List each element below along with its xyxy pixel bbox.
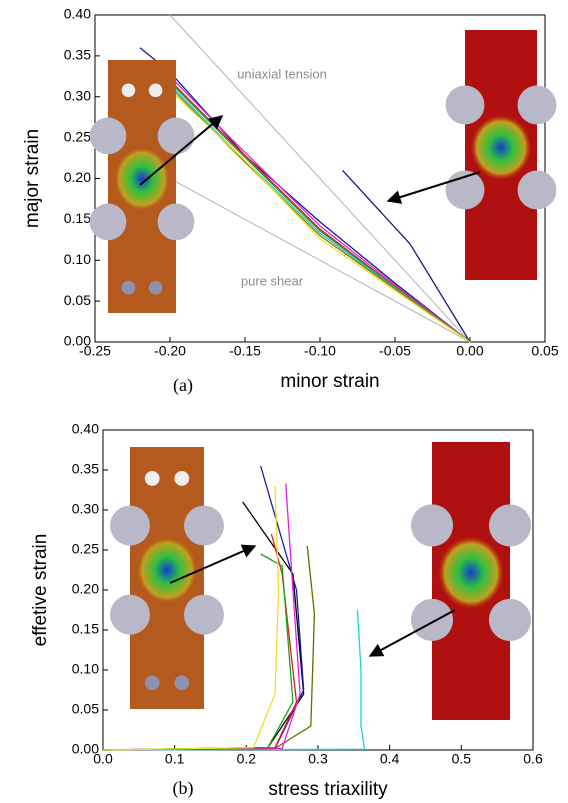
specimen-strain-zone: [438, 537, 504, 609]
data-line: [170, 80, 470, 342]
x-axis-title: minor strain: [280, 371, 379, 392]
x-tick-label: 0.00: [456, 343, 483, 359]
y-tick-label: 0.35: [64, 47, 91, 63]
specimen-notch: [90, 118, 127, 155]
x-tick-label: -0.20: [154, 343, 186, 359]
specimen-strain-zone: [471, 115, 531, 180]
specimen-notch: [489, 504, 531, 546]
specimen-notch: [184, 506, 224, 546]
y-tick-label: 0.05: [72, 701, 99, 717]
specimen-notch: [158, 204, 195, 241]
specimen-hole: [122, 281, 136, 295]
specimen-hole: [149, 84, 163, 98]
y-axis-title: major strain: [22, 129, 43, 228]
reference-label: pure shear: [241, 273, 304, 288]
page: {"chart_data": [ {"type": "line", "capti…: [0, 0, 568, 803]
specimen-strain-zone: [136, 536, 198, 604]
y-tick-label: 0.10: [72, 661, 99, 677]
y-tick-label: 0.40: [72, 421, 99, 437]
y-tick-label: 0.00: [64, 333, 91, 349]
x-tick-label: 0.3: [308, 751, 328, 767]
y-tick-label: 0.15: [72, 621, 99, 637]
x-tick-label: -0.15: [229, 343, 261, 359]
specimen-notch: [110, 506, 150, 546]
figure: -0.25-0.20-0.15-0.10-0.050.000.050.000.0…: [0, 0, 568, 803]
specimen-notch: [158, 118, 195, 155]
specimen-image: [411, 442, 531, 720]
specimen-hole: [149, 281, 163, 295]
x-axis-title: stress triaxility: [268, 779, 388, 800]
reference-line: [170, 15, 470, 342]
x-tick-label: 0.05: [531, 343, 558, 359]
y-tick-label: 0.25: [72, 541, 99, 557]
specimen-notch: [446, 86, 485, 125]
y-axis-title: effetive strain: [30, 534, 51, 647]
x-tick-label: 0.4: [380, 751, 400, 767]
data-line: [140, 48, 470, 342]
specimen-strain-zone: [113, 146, 170, 212]
x-tick-label: 0.6: [523, 751, 543, 767]
specimen-notch: [518, 86, 557, 125]
specimen-image: [110, 447, 224, 709]
caption: (a): [173, 375, 193, 396]
x-tick-label: 0.5: [452, 751, 472, 767]
y-tick-label: 0.05: [64, 292, 91, 308]
y-tick-label: 0.25: [64, 128, 91, 144]
specimen-hole: [145, 471, 160, 486]
specimen-notch: [518, 171, 557, 210]
caption: (b): [173, 778, 194, 799]
y-tick-label: 0.30: [64, 87, 91, 103]
specimen-notch: [184, 595, 224, 635]
x-tick-label: -0.05: [379, 343, 411, 359]
y-tick-label: 0.20: [64, 169, 91, 185]
specimen-hole: [174, 471, 189, 486]
x-tick-label: 0.1: [165, 751, 185, 767]
specimen-notch: [110, 595, 150, 635]
data-line: [170, 76, 470, 342]
y-tick-label: 0.40: [64, 6, 91, 22]
y-tick-label: 0.00: [72, 741, 99, 757]
specimen-hole: [174, 675, 189, 690]
specimen-notch: [411, 599, 453, 641]
x-tick-label: 0.2: [237, 751, 257, 767]
y-tick-label: 0.35: [72, 461, 99, 477]
x-tick-label: -0.10: [304, 343, 336, 359]
specimen-hole: [122, 84, 136, 98]
reference-label: uniaxial tension: [237, 66, 327, 81]
specimen-hole: [145, 675, 160, 690]
specimen-notch: [90, 204, 127, 241]
y-tick-label: 0.10: [64, 251, 91, 267]
y-tick-label: 0.15: [64, 210, 91, 226]
y-tick-label: 0.20: [72, 581, 99, 597]
specimen-notch: [411, 504, 453, 546]
specimen-notch: [489, 599, 531, 641]
y-tick-label: 0.30: [72, 501, 99, 517]
specimen-image: [446, 30, 557, 280]
